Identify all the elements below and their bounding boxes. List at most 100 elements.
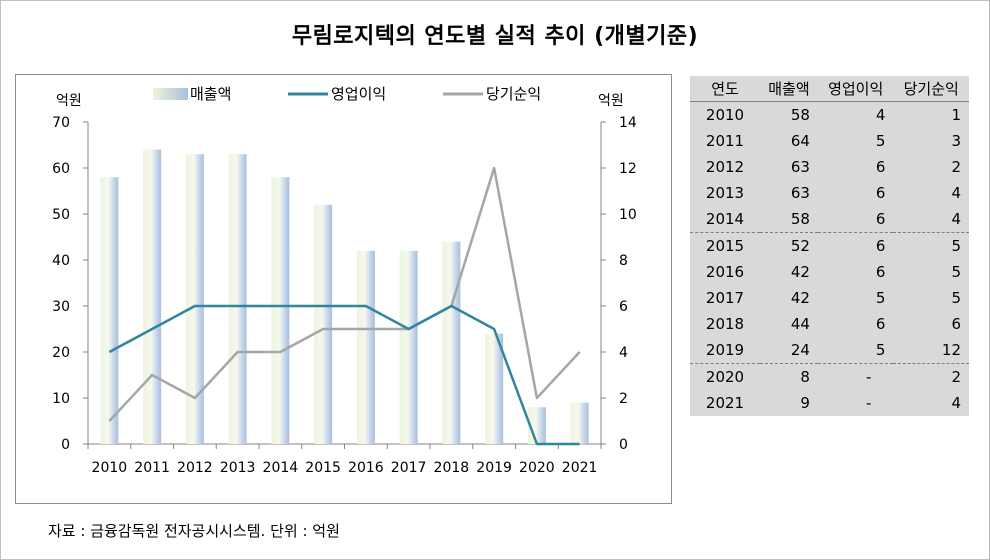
table-cell: 5 [875,289,886,307]
y-tick-label-left: 40 [52,253,70,269]
bar-2010 [100,177,119,444]
y-tick-label-right: 4 [619,345,628,361]
performance-chart: 0 10 20 30 40 50 60 70 0 2 4 6 8 10 12 14 억원 억원 2010 2011 20… [52,85,637,476]
source-note: 자료 : 금융감독원 전자공시시스템. 단위 : 억원 [48,522,340,540]
table-row: 2016 42 6 5 [690,259,969,285]
table-cell: 4 [875,106,886,124]
y-tick-label-right: 12 [619,161,637,177]
table-cell: 2 [893,363,969,390]
x-tick-label: 2012 [177,460,213,476]
table-row: 2019 24 5 12 [690,337,969,364]
table-row: 2018 44 6 6 [690,311,969,337]
table-header: 매출액 [760,76,818,102]
table-cell: 3 [951,132,961,150]
table-row: 2021 9 - 4 [690,390,969,416]
table-cell: 6 [875,184,886,202]
y-tick-label-left: 70 [52,115,70,131]
page-title: 무림로지텍의 연도별 실적 추이 (개별기준) [291,24,699,49]
table-cell: 5 [875,341,886,359]
bar-2013 [228,154,247,444]
table-cell: 2011 [705,132,745,150]
line-series-당기순익 [108,166,581,422]
table-row: 2011 64 5 3 [690,128,969,154]
table-cell: 2016 [705,263,745,281]
table-cell: 6 [875,158,886,176]
table-cell: 6 [875,210,886,228]
x-tick-label: 2010 [92,460,128,476]
table-cell: 63 [790,184,810,202]
table-cell: 52 [760,232,818,259]
y-tick-label-right: 2 [619,391,628,407]
table-row: 2012 63 6 2 [690,154,969,180]
table-cell: 2013 [705,184,745,202]
x-tick-label: 2018 [434,460,470,476]
x-tick-label: 2011 [134,460,170,476]
table-cell: - [866,394,872,412]
table-cell: 58 [790,106,810,124]
bar-2016 [356,250,375,444]
legend-label-operating-profit: 영업이익 [331,85,386,103]
table-cell: 2012 [705,158,745,176]
x-tick-label: 2014 [263,460,299,476]
table-cell: 5 [875,132,886,150]
table-cell: 6 [817,232,894,259]
table-cell: 2017 [705,289,745,307]
x-tick-label: 2017 [391,460,427,476]
table-row: 2014 58 6 4 [690,206,969,233]
bar-2018 [442,241,461,444]
x-tick-label: 2015 [305,460,341,476]
y-tick-label-left: 20 [52,345,70,361]
bar-2017 [399,250,418,444]
x-tick-label: 2019 [476,460,512,476]
y-tick-label-left: 30 [52,299,70,315]
table-cell: 2021 [705,394,745,412]
bar-2011 [143,149,162,444]
x-tick-label: 2020 [519,460,555,476]
y-tick-label-right: 14 [619,115,637,131]
bar-2021 [570,402,589,444]
legend-label-net-income: 당기순익 [486,85,541,103]
x-tick-label: 2021 [562,460,598,476]
table-row: 2015 52 6 5 [690,232,969,259]
table-cell: 6 [951,315,961,333]
table-cell: 9 [800,394,810,412]
x-tick-label: 2016 [348,460,384,476]
table-header: 영업이익 [817,76,894,102]
y-tick-label-left: 60 [52,161,70,177]
table-cell: 42 [790,289,810,307]
table-cell: 2019 [705,341,745,359]
table-header: 당기순익 [893,76,969,102]
table-cell: 24 [790,341,810,359]
bar-2019 [485,333,504,444]
table-cell: 4 [951,394,961,412]
y-tick-label-left: 10 [52,391,70,407]
table-cell: 64 [790,132,810,150]
table-cell: 6 [875,315,886,333]
table-cell: 2015 [690,232,760,259]
line-series-영업이익 [108,304,580,446]
table-cell: 44 [790,315,810,333]
table-row: 2017 42 5 5 [690,285,969,311]
table-row: 2010 58 4 1 [690,102,969,129]
table-cell: 8 [760,363,818,390]
legend-swatch-sales [153,88,188,100]
table-cell: 12 [941,341,961,359]
table-cell: 63 [790,158,810,176]
table-cell: 5 [893,232,969,259]
table-cell: 2010 [705,106,745,124]
bar-2012 [185,154,204,444]
table-cell: 6 [875,263,886,281]
table-header-row: 연도 매출액 영업이익 당기순익 [690,76,969,102]
table-row: 2013 63 6 4 [690,180,969,206]
y-axis-unit-right: 억원 [598,93,624,109]
table-cell: 2020 [690,363,760,390]
data-table: 연도 매출액 영업이익 당기순익 2010 58 4 1 2011 64 5 3 2012 63 6… [690,76,969,416]
y-tick-label-left: 50 [52,207,70,223]
table-cell: 4 [951,184,961,202]
table-cell: 4 [951,210,961,228]
table-cell: 5 [951,263,961,281]
bar-2014 [271,177,290,444]
table-cell: - [817,363,894,390]
y-tick-label-right: 10 [619,207,637,223]
y-tick-label-right: 0 [619,437,628,453]
